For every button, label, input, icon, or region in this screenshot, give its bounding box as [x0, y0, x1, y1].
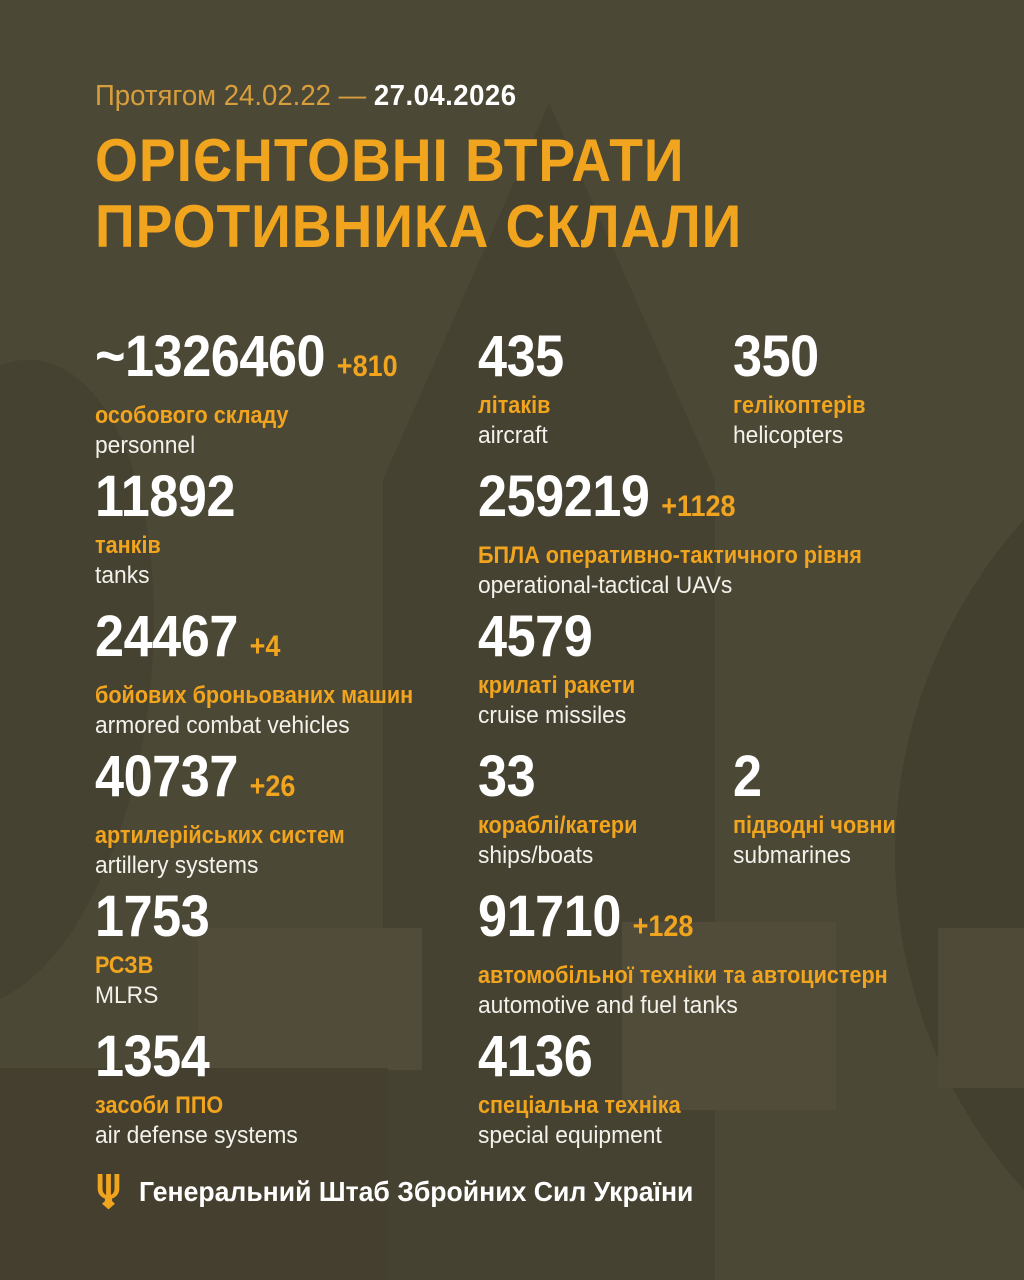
stat-value: 40737 [95, 744, 238, 809]
stat-submarines: 2 підводні човни submarines [733, 746, 914, 871]
stat-uavs: 259219 +1128 БПЛА оперативно-тактичного р… [478, 466, 905, 601]
stat-value: 2 [733, 744, 762, 809]
stat-value: 24467 [95, 604, 238, 669]
stat-delta: +128 [632, 910, 694, 943]
stat-label-en: special equipment [478, 1122, 662, 1149]
stat-value: 4579 [478, 604, 593, 669]
stat-delta: +26 [249, 770, 296, 803]
stat-value: 33 [478, 744, 536, 809]
stat-label-uk: БПЛА оперативно-тактичного рівня [478, 542, 862, 569]
page-title-line2: ПРОТИВНИКА СКЛАЛИ [95, 193, 743, 260]
stat-label-uk: засоби ППО [95, 1092, 224, 1119]
stat-label-uk: артилерійських систем [95, 822, 345, 849]
stat-label-uk: танків [95, 532, 161, 559]
watermark-light-band [938, 928, 1024, 1088]
page-title-line1: ОРІЄНТОВНІ ВТРАТИ [95, 127, 685, 194]
stat-personnel: ~1326460 +810 особового складу personnel [95, 326, 431, 461]
stat-value: ~1326460 [95, 324, 326, 389]
stat-mlrs: 1753 РСЗВ MLRS [95, 886, 222, 1011]
stat-helicopters: 350 гелікоптерів helicopters [733, 326, 880, 451]
page-title: ОРІЄНТОВНІ ВТРАТИ ПРОТИВНИКА СКЛАЛИ [95, 128, 799, 260]
stat-label-uk: автомобільної техніки та автоцистерн [478, 962, 888, 989]
date-current: 27.04.2026 [373, 80, 517, 112]
stat-label-en: aircraft [478, 422, 548, 449]
footer: Генеральний Штаб Збройних Сил України [95, 1174, 723, 1210]
footer-org-name: Генеральний Штаб Збройних Сил України [139, 1176, 694, 1207]
date-range: Протягом 24.02.22 — 27.04.2026 [95, 80, 539, 112]
stat-aircraft: 435 літаків aircraft [478, 326, 573, 451]
stat-label-en: tanks [95, 562, 150, 589]
stat-automotive: 91710 +128 автомобільної техніки та автоц… [478, 886, 933, 1021]
stat-delta: +810 [336, 350, 398, 383]
stat-label-en: operational-tactical UAVs [478, 572, 733, 599]
stat-special-equipment: 4136 спеціальна техніка special equipmen… [478, 1026, 703, 1151]
stat-armored-vehicles: 24467 +4 бойових броньованих машин armore… [95, 606, 449, 741]
stat-delta: +1128 [661, 490, 736, 523]
stat-label-uk: літаків [478, 392, 551, 419]
date-range-prefix: Протягом 24.02.22 — [95, 80, 367, 112]
stat-label-en: cruise missiles [478, 702, 627, 729]
stat-label-en: armored combat vehicles [95, 712, 350, 739]
stat-value: 11892 [95, 464, 236, 529]
stat-label-en: ships/boats [478, 842, 594, 869]
stat-label-uk: спеціальна техніка [478, 1092, 681, 1119]
stat-label-en: air defense systems [95, 1122, 298, 1149]
stat-ships: 33 кораблі/катери ships/boats [478, 746, 655, 871]
stat-value: 4136 [478, 1024, 593, 1089]
stat-label-uk: бойових броньованих машин [95, 682, 414, 709]
stat-cruise-missiles: 4579 крилаті ракети cruise missiles [478, 606, 653, 731]
stat-label-uk: підводні човни [733, 812, 896, 839]
stat-label-uk: особового складу [95, 402, 289, 429]
stat-label-en: automotive and fuel tanks [478, 992, 738, 1019]
stat-value: 1354 [95, 1024, 210, 1089]
stat-delta: +4 [249, 630, 281, 663]
stat-label-uk: крилаті ракети [478, 672, 636, 699]
stat-label-uk: гелікоптерів [733, 392, 866, 419]
watermark-trident-right-prong [895, 355, 1024, 1280]
stat-value: 350 [733, 324, 819, 389]
stat-value: 259219 [478, 464, 650, 529]
stat-tanks: 11892 танків tanks [95, 466, 251, 591]
stat-air-defense: 1354 засоби ППО air defense systems [95, 1026, 308, 1151]
stat-label-uk: кораблі/катери [478, 812, 638, 839]
stat-value: 435 [478, 324, 564, 389]
stat-label-uk: РСЗВ [95, 952, 154, 979]
stat-label-en: personnel [95, 432, 196, 459]
stat-label-en: artillery systems [95, 852, 259, 879]
stat-label-en: helicopters [733, 422, 844, 449]
stat-value: 1753 [95, 884, 210, 949]
stat-label-en: submarines [733, 842, 851, 869]
trident-icon [97, 1174, 120, 1210]
stat-label-en: MLRS [95, 982, 159, 1009]
stat-artillery: 40737 +26 артилерійських систем artillery… [95, 746, 372, 881]
stat-value: 91710 [478, 884, 621, 949]
